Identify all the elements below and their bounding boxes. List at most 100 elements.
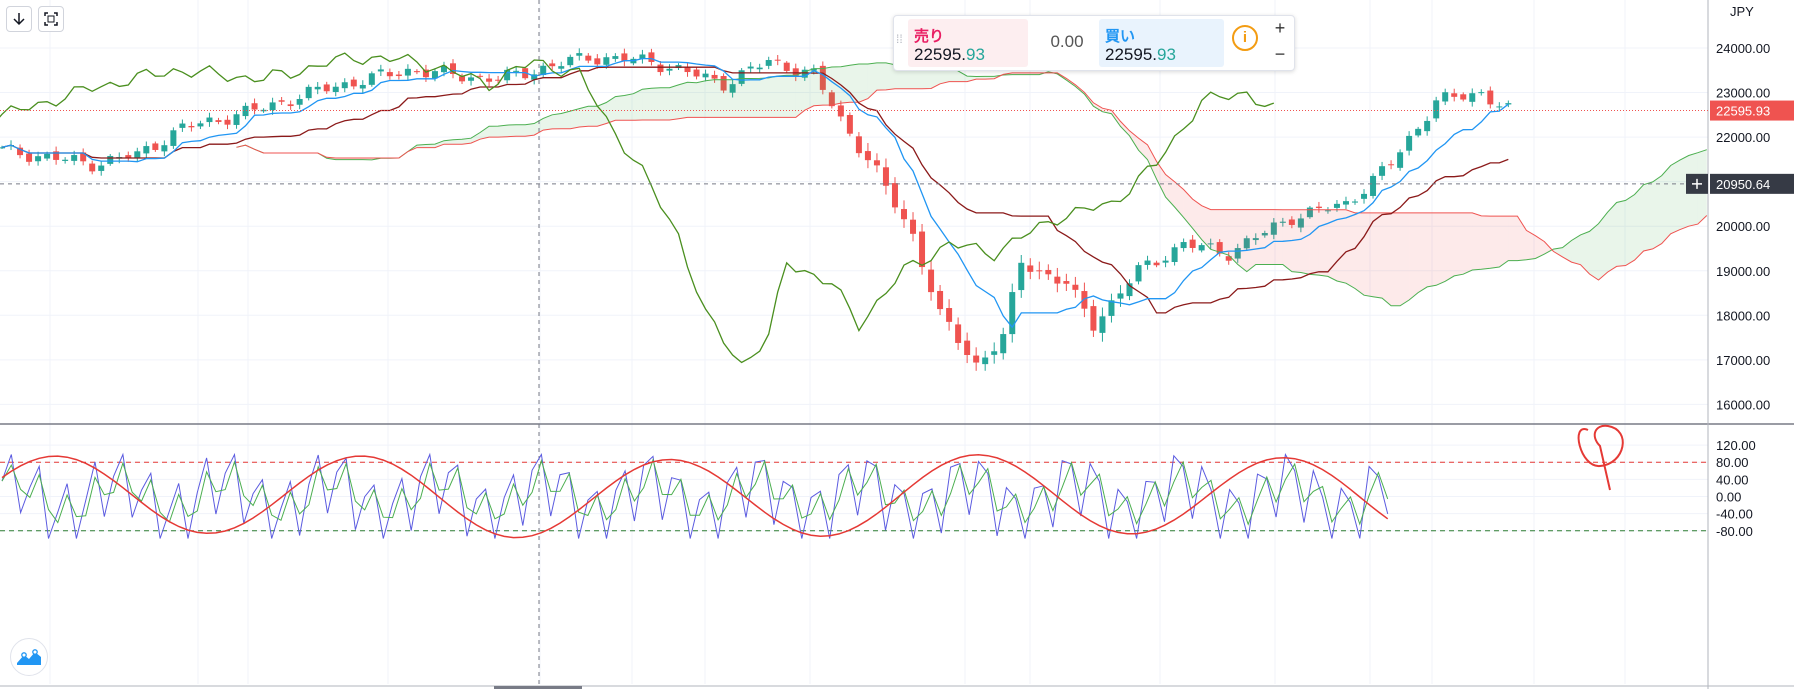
candle-body	[1199, 245, 1205, 250]
ichimoku-cloud	[787, 75, 796, 117]
ichimoku-cloud	[579, 106, 588, 127]
candle-body	[1451, 93, 1457, 97]
price-axis-label: 20000.00	[1716, 219, 1770, 234]
candle-body	[1370, 176, 1376, 196]
ichimoku-cloud	[859, 64, 868, 102]
ichimoku-cloud	[552, 114, 561, 129]
increase-quantity-button[interactable]: +	[1268, 17, 1292, 41]
candle-body	[1136, 265, 1142, 281]
decrease-quantity-button[interactable]: −	[1268, 43, 1292, 67]
ichimoku-cloud	[498, 125, 507, 137]
sell-button[interactable]: 売り 22595.93	[908, 19, 1028, 67]
candle-body	[1000, 334, 1006, 353]
candle-body	[567, 57, 573, 65]
candle-body	[883, 167, 889, 185]
candle-body	[89, 164, 95, 172]
price-axis-label: 24000.00	[1716, 41, 1770, 56]
candle-body	[342, 82, 348, 88]
fullscreen-button[interactable]	[38, 6, 64, 32]
candle-body	[594, 58, 600, 64]
candle-body	[179, 124, 185, 128]
candle-body	[360, 85, 366, 89]
ichimoku-cloud	[841, 65, 850, 103]
candle-body	[306, 87, 312, 98]
ichimoku-cloud	[1391, 213, 1400, 306]
ichimoku-cloud	[435, 141, 444, 148]
ichimoku-cloud	[1635, 185, 1644, 260]
ichimoku-cloud	[642, 88, 651, 120]
ichimoku-cloud	[561, 111, 570, 129]
ichimoku-cloud	[751, 78, 760, 117]
ichimoku-cloud	[1292, 210, 1301, 273]
scroll-to-latest-button[interactable]	[6, 6, 32, 32]
candle-body	[1099, 316, 1105, 333]
candle-body	[1424, 121, 1430, 131]
candle-body	[766, 60, 772, 66]
candle-body	[757, 68, 763, 70]
candle-body	[1145, 261, 1151, 265]
candle-body	[225, 120, 231, 125]
ichimoku-cloud	[1364, 213, 1373, 297]
price-axis-label: 17000.00	[1716, 353, 1770, 368]
oscillator-axis-label: 0.00	[1716, 490, 1741, 505]
ichimoku-cloud	[1653, 176, 1662, 249]
candle-body	[44, 154, 50, 159]
candle-body	[1081, 291, 1087, 309]
buy-price: 22595.93	[1105, 45, 1176, 65]
crosshair-price-tag-text: 20950.64	[1716, 177, 1770, 192]
candle-body	[865, 151, 871, 160]
candle-body	[892, 183, 898, 207]
tradingview-logo-icon[interactable]	[10, 638, 48, 676]
ichimoku-cloud	[1157, 161, 1166, 197]
candle-body	[1036, 270, 1042, 271]
ichimoku-cloud	[769, 76, 778, 117]
candle-body	[1316, 207, 1322, 208]
candle-body	[98, 166, 104, 171]
ichimoku-span-a	[237, 63, 1707, 306]
candle-body	[288, 104, 294, 106]
ichimoku-cloud	[1662, 166, 1671, 244]
candle-body	[1442, 92, 1448, 101]
ichimoku-cloud	[525, 123, 534, 136]
candle-body	[396, 75, 402, 76]
ichimoku-cloud	[1409, 213, 1418, 300]
ichimoku-cloud	[669, 85, 678, 120]
ichimoku-cloud	[850, 64, 859, 102]
candle-body	[1181, 242, 1187, 248]
ichimoku-cloud	[1617, 200, 1626, 266]
candle-body	[1090, 306, 1096, 331]
ichimoku-cloud	[1265, 210, 1274, 265]
buy-button[interactable]: 買い 22595.93	[1099, 19, 1224, 67]
info-icon[interactable]: i	[1232, 25, 1258, 51]
candle-body	[170, 130, 176, 146]
candle-body	[1045, 270, 1051, 274]
candle-body	[694, 70, 700, 77]
candle-body	[270, 102, 276, 110]
ichimoku-cloud	[679, 82, 688, 118]
ichimoku-cloud	[706, 80, 715, 118]
candle-body	[351, 80, 357, 87]
candle-body	[964, 341, 970, 355]
ichimoku-cloud	[1238, 210, 1247, 272]
ichimoku-cloud	[868, 63, 877, 99]
candle-body	[666, 69, 672, 71]
drag-handle-icon[interactable]: ⁞⁞	[896, 34, 908, 54]
candle-body	[143, 146, 149, 153]
candle-body	[1163, 261, 1169, 263]
current-price-tag-text: 22595.93	[1716, 104, 1770, 119]
candle-body	[1415, 129, 1421, 136]
oscillator-axis-label: 120.00	[1716, 438, 1756, 453]
ichimoku-cloud	[1120, 121, 1129, 135]
candle-body	[1063, 281, 1069, 284]
candle-body	[910, 220, 916, 234]
candle-body	[1018, 263, 1024, 290]
ichimoku-cloud	[1490, 216, 1499, 268]
ichimoku-cloud	[1481, 216, 1490, 269]
ichimoku-cloud	[1671, 160, 1680, 234]
ichimoku-cloud	[1499, 216, 1508, 267]
price-axis-label: 19000.00	[1716, 264, 1770, 279]
candle-body	[405, 69, 411, 76]
candle-body	[775, 60, 781, 61]
